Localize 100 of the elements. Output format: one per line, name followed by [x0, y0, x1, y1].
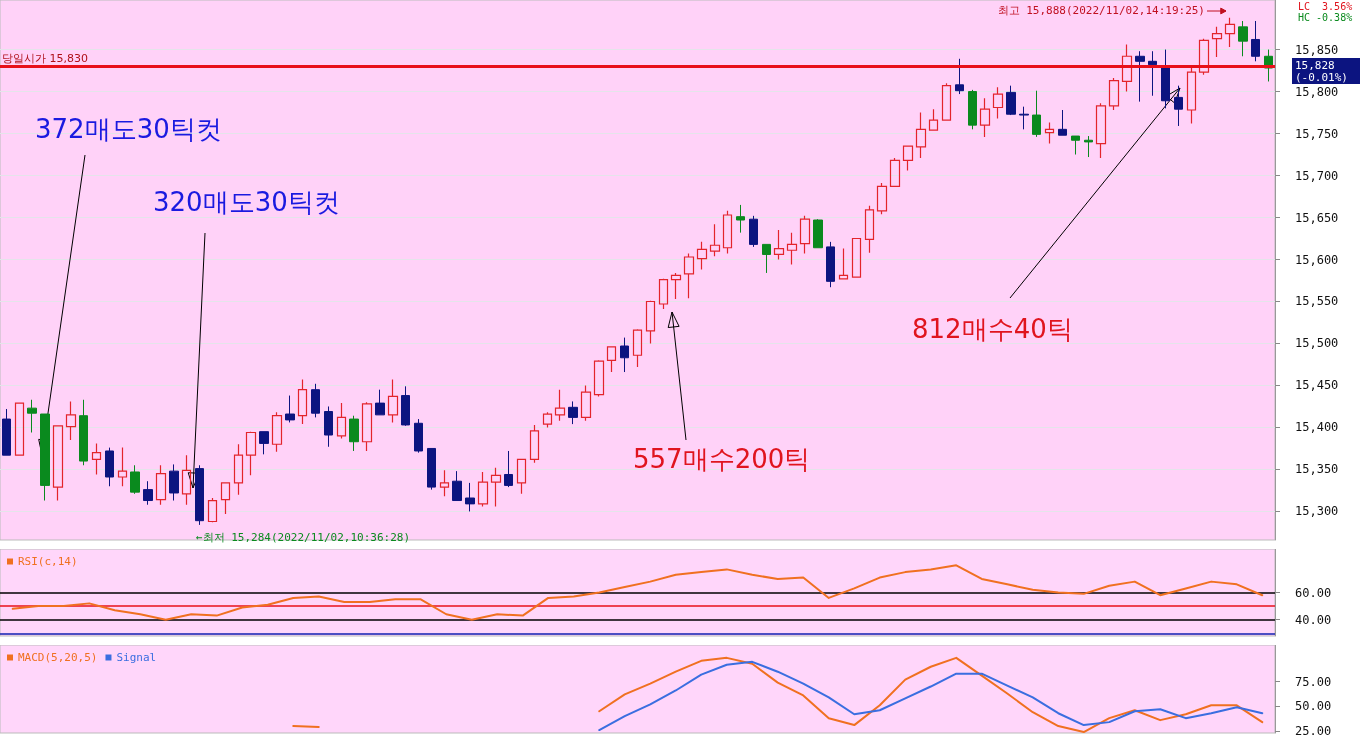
- annotation: 320매도30틱컷: [153, 187, 340, 217]
- candlestick: [593, 359, 605, 397]
- candlestick: [620, 337, 629, 373]
- candlestick: [928, 108, 939, 131]
- candlestick: [414, 418, 423, 454]
- candlestick: [915, 111, 927, 159]
- candlestick: [749, 215, 758, 248]
- legend-label: RSI(c,14): [18, 555, 78, 568]
- candlestick: [864, 205, 875, 254]
- candlestick: [645, 300, 656, 345]
- candlestick: [813, 218, 823, 249]
- candlestick: [941, 82, 952, 121]
- candlestick: [554, 389, 566, 422]
- candlestick: [876, 182, 888, 215]
- annotation: 372매도30틱컷: [35, 114, 222, 144]
- candlestick: [169, 463, 179, 502]
- candlestick: [311, 383, 320, 418]
- y-tick-label: 15,300: [1295, 504, 1339, 519]
- candlestick: [105, 447, 114, 487]
- candlestick: [1251, 20, 1260, 62]
- legend-label: Signal: [116, 651, 157, 664]
- candlestick: [465, 482, 475, 512]
- y-tick-label: 15,400: [1295, 420, 1339, 435]
- candlestick: [902, 145, 914, 172]
- candlestick: [1108, 77, 1120, 111]
- candlestick: [195, 464, 204, 526]
- y-tick-label: 15,750: [1295, 126, 1339, 141]
- candlestick: [736, 204, 745, 234]
- candlestick: [786, 232, 798, 266]
- candlestick: [14, 402, 25, 456]
- candlestick: [762, 243, 771, 274]
- candlestick: [955, 58, 964, 95]
- candlestick: [826, 241, 835, 288]
- candlestick: [1186, 66, 1197, 125]
- candlestick: [271, 411, 283, 453]
- candlestick: [1224, 17, 1236, 48]
- candlestick: [2, 408, 11, 456]
- y-tick-label: 15,700: [1295, 168, 1339, 183]
- candlestick: [27, 399, 37, 433]
- candlestick: [297, 379, 308, 425]
- ref-line-label: 당일시가 15,830: [2, 52, 88, 66]
- candlestick: [979, 97, 991, 138]
- line-series: [598, 660, 1264, 732]
- candlestick: [52, 425, 64, 502]
- candlestick: [259, 431, 269, 455]
- candlestick: [670, 272, 682, 300]
- text: LC 3.56%: [1298, 0, 1353, 12]
- candlestick: [580, 384, 592, 422]
- candlestick: [1019, 106, 1029, 130]
- candlestick: [91, 442, 102, 476]
- candlestick: [542, 411, 553, 429]
- candlestick: [181, 454, 192, 506]
- candlestick: [387, 379, 399, 424]
- y-tick-label: 40.00: [1295, 612, 1332, 627]
- y-tick-label: 15,550: [1295, 294, 1339, 309]
- candlestick: [1135, 50, 1145, 103]
- y-tick-label: 60.00: [1295, 585, 1332, 600]
- candlestick: [851, 237, 862, 278]
- candlestick: [516, 458, 527, 495]
- candlestick: [1032, 90, 1041, 138]
- candlestick: [1095, 102, 1107, 159]
- candlestick: [349, 415, 359, 452]
- y-tick-label: 15,500: [1295, 336, 1339, 351]
- candlestick: [361, 401, 373, 452]
- candlestick: [439, 469, 450, 497]
- candlestick: [245, 431, 257, 476]
- candlestick: [117, 447, 128, 487]
- candlestick: [490, 467, 502, 508]
- candlestick: [452, 470, 462, 502]
- text: 15,828 (-0.01%): [1295, 58, 1348, 84]
- candlestick: [285, 395, 295, 423]
- y-tick-label: 25.00: [1295, 724, 1332, 739]
- candlestick: [632, 328, 643, 368]
- candlestick: [1161, 49, 1170, 109]
- candlestick: [658, 278, 669, 310]
- candlestick: [130, 464, 140, 495]
- y-tick-label: 75.00: [1295, 674, 1332, 689]
- y-tick-label: 15,350: [1295, 462, 1339, 477]
- candlestick: [324, 405, 333, 448]
- candlestick: [968, 89, 977, 130]
- y-tick-label: 15,850: [1295, 42, 1339, 57]
- annotation: 812매수40틱: [912, 314, 1073, 344]
- candlestick: [1006, 85, 1016, 116]
- annotation: ←최저 15,284(2022/11/02,10:36:28): [196, 531, 411, 544]
- candlestick: [529, 424, 540, 464]
- candlestick: [1174, 85, 1183, 127]
- candlestick: [155, 464, 167, 506]
- y-tick-label: 50.00: [1295, 699, 1332, 714]
- candlestick: [683, 253, 695, 299]
- candlestick: [1211, 26, 1223, 58]
- y-tick-label: 15,800: [1295, 84, 1339, 99]
- candlestick: [992, 86, 1004, 120]
- candlestick: [709, 223, 721, 257]
- text: HC -0.38%: [1298, 11, 1353, 23]
- candlestick: [1044, 122, 1055, 145]
- candlestick: [336, 402, 347, 439]
- candlestick: [696, 241, 708, 271]
- candlestick: [375, 389, 385, 416]
- candlestick: [1238, 20, 1248, 57]
- annotation: 557매수200틱: [633, 444, 811, 474]
